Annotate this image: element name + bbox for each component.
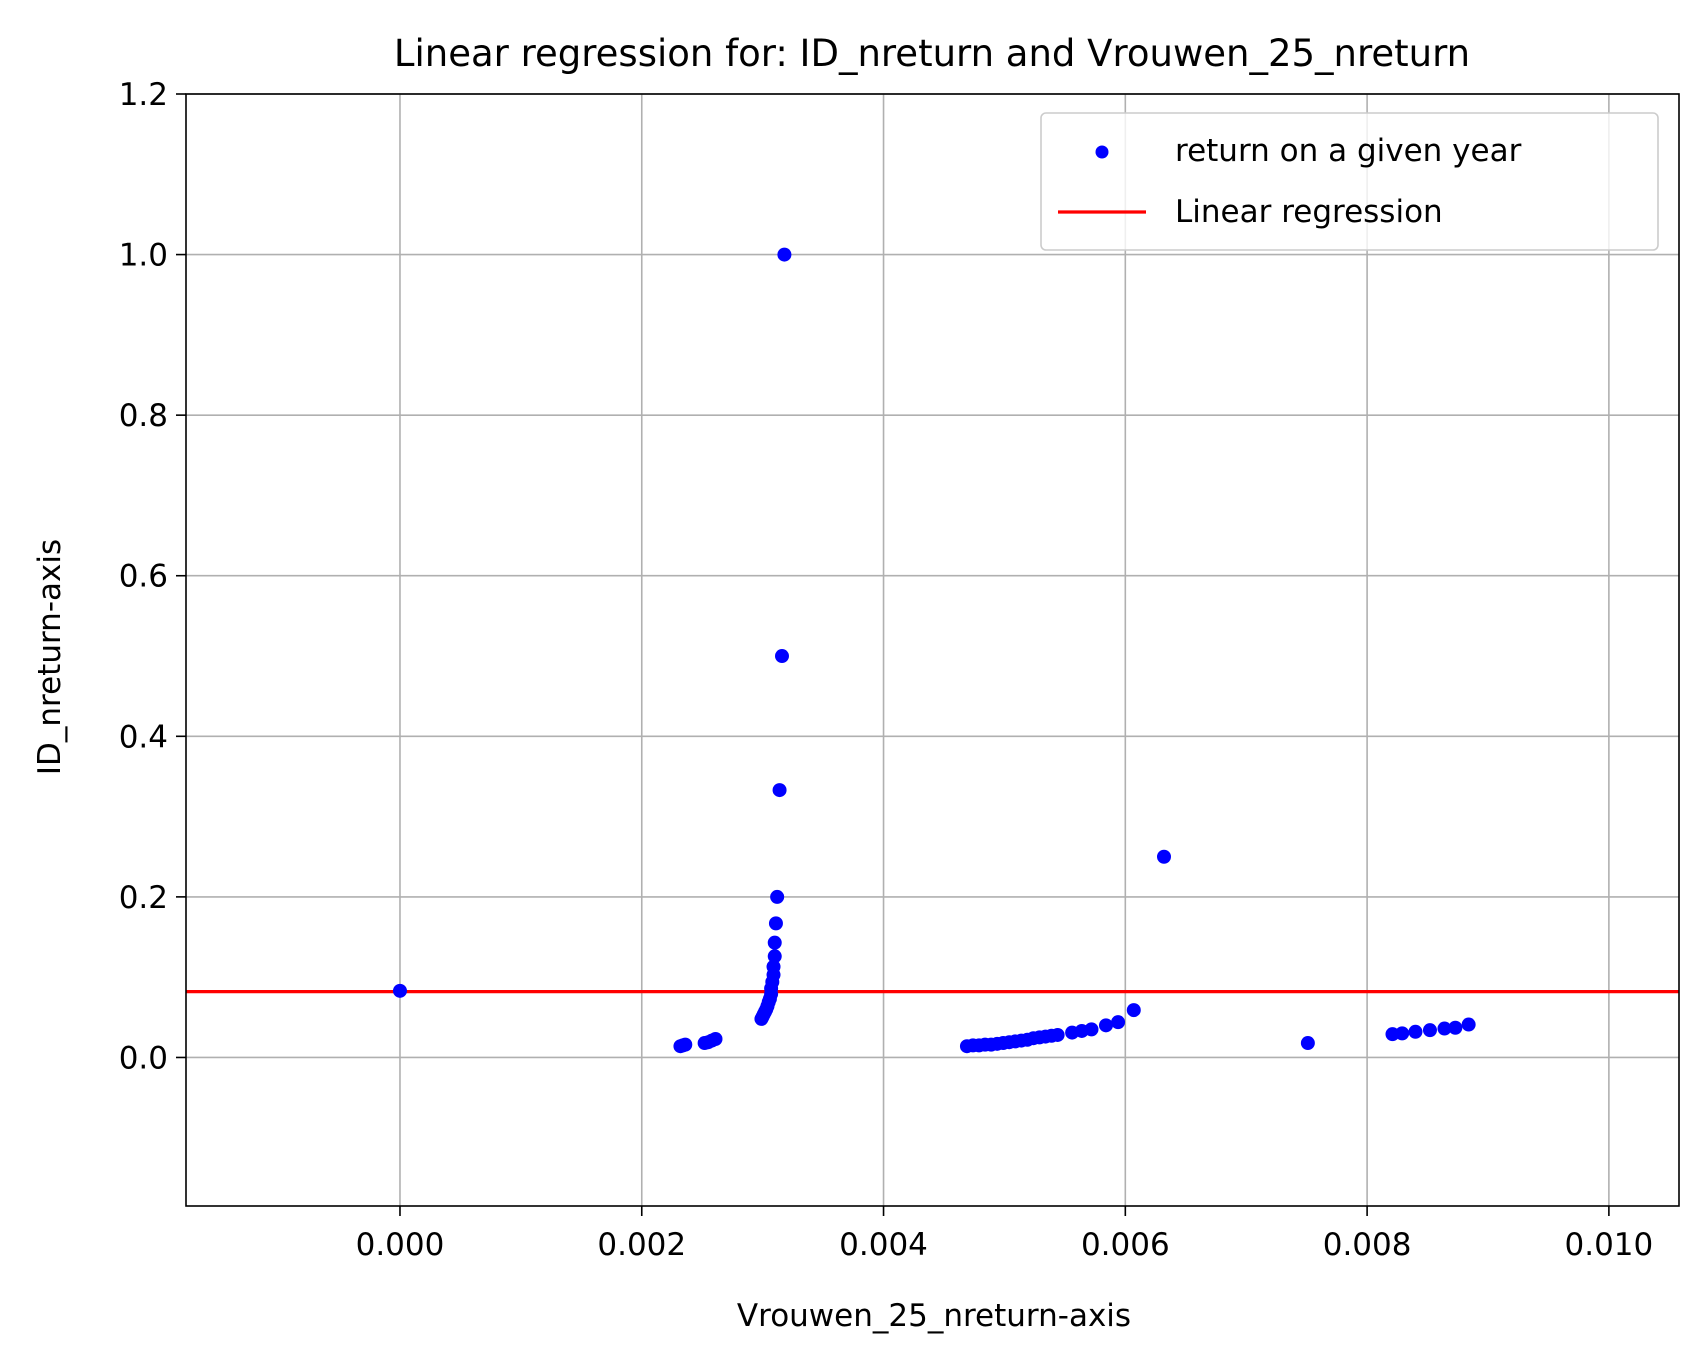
x-tick-label: 0.010	[1565, 1227, 1654, 1263]
y-tick-label: 0.0	[119, 1040, 168, 1076]
chart-title: Linear regression for: ID_nreturn and Vr…	[394, 32, 1470, 75]
scatter-point	[770, 889, 785, 904]
scatter-point	[1448, 1020, 1463, 1035]
y-axis-ticks: 0.0 0.2 0.4 0.6 0.8 1.0 1.2	[119, 77, 186, 1076]
y-tick-label: 0.8	[119, 398, 168, 434]
scatter-point	[777, 247, 792, 262]
scatter-point	[1395, 1026, 1410, 1041]
legend-box	[1040, 112, 1659, 251]
scatter-point	[1408, 1024, 1423, 1039]
scatter-point	[774, 649, 789, 664]
legend: return on a given year Linear regression	[1040, 112, 1659, 251]
legend-label-line: Linear regression	[1175, 194, 1443, 230]
scatter-point	[1126, 1003, 1141, 1018]
scatter-point	[1157, 849, 1172, 864]
legend-label-scatter: return on a given year	[1175, 133, 1522, 169]
x-tick-label: 0.008	[1323, 1227, 1412, 1263]
scatter-points-layer	[392, 247, 1476, 1054]
y-tick-label: 0.6	[119, 559, 168, 595]
x-tick-label: 0.004	[839, 1227, 928, 1263]
y-tick-label: 0.4	[119, 719, 168, 755]
legend-marker-scatter	[1095, 145, 1109, 159]
x-axis-label: Vrouwen_25_nreturn-axis	[737, 1298, 1131, 1334]
scatter-point	[392, 983, 407, 998]
scatter-point	[1422, 1023, 1437, 1038]
scatter-point	[708, 1031, 723, 1046]
scatter-point	[766, 959, 781, 974]
scatter-point	[772, 783, 787, 798]
y-tick-label: 1.2	[119, 77, 168, 113]
scatter-point	[768, 916, 783, 931]
y-tick-label: 0.2	[119, 880, 168, 916]
scatter-point	[1111, 1015, 1126, 1030]
y-axis-label: ID_nreturn-axis	[32, 539, 68, 775]
x-axis-ticks: 0.000 0.002 0.004 0.006 0.008 0.010	[356, 1206, 1654, 1263]
y-tick-label: 1.0	[119, 238, 168, 274]
scatter-point	[1300, 1036, 1315, 1051]
grid-lines	[186, 93, 1679, 1206]
x-tick-label: 0.000	[356, 1227, 445, 1263]
scatter-point	[1461, 1017, 1476, 1032]
scatter-point	[767, 949, 782, 964]
scatter-point	[1098, 1018, 1113, 1033]
scatter-point	[1437, 1021, 1452, 1036]
scatter-point	[678, 1037, 693, 1052]
plot-area-frame	[185, 93, 1680, 1207]
x-tick-label: 0.006	[1081, 1227, 1170, 1263]
x-tick-label: 0.002	[597, 1227, 686, 1263]
scatter-point	[1050, 1027, 1065, 1042]
scatter-point	[1084, 1022, 1099, 1037]
scatter-point	[767, 935, 782, 950]
